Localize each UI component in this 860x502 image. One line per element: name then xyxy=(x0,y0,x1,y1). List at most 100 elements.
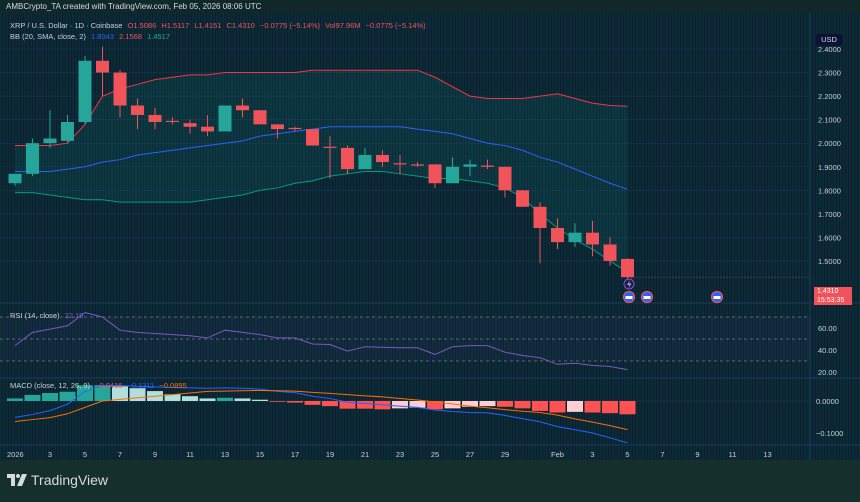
time-tick-label: 3 xyxy=(590,450,594,459)
candle-body xyxy=(218,105,232,132)
bar-countdown: 15:53:35 xyxy=(817,296,845,304)
time-tick-label: 9 xyxy=(153,450,157,459)
time-tick-label: 11 xyxy=(186,450,194,459)
candle-body xyxy=(411,164,424,166)
macd-histogram-bar xyxy=(199,398,216,401)
us-flag-stripes xyxy=(713,296,721,299)
rsi-label[interactable]: RSI (14, close) xyxy=(10,311,60,320)
candle-body xyxy=(603,244,617,261)
macd-histogram-bar xyxy=(619,401,636,415)
price-tick-label: 1.9000 xyxy=(818,163,841,172)
time-tick-label: 13 xyxy=(763,450,771,459)
price-tick-label: 2.0000 xyxy=(818,139,841,148)
candle-body xyxy=(376,154,389,163)
time-tick-label: 25 xyxy=(431,450,439,459)
macd-histogram-bar xyxy=(24,394,41,401)
chart-area[interactable]: 2.4000 2.3000 2.2000 2.1000 2.0000 1.9000 1.80… xyxy=(0,13,860,460)
macd-histogram-bar xyxy=(462,401,478,407)
rsi-legend: RSI (14, close) 22.19 xyxy=(10,311,86,320)
candle-body xyxy=(428,164,442,184)
candle-body xyxy=(183,123,197,127)
time-tick-label: Feb xyxy=(551,450,564,459)
macd-histogram-bar xyxy=(129,388,146,401)
macd-signal-line xyxy=(14,389,628,431)
macd-histogram-bar xyxy=(602,401,618,414)
bb-lower-value: 1.4517 xyxy=(147,32,171,41)
bb-basis-line xyxy=(15,126,628,190)
candle-body xyxy=(26,143,39,174)
candle-body xyxy=(306,129,319,146)
symbol-legend: XRP / U.S. Dollar · 1D · Coinbase O1.508… xyxy=(10,21,429,30)
tradingview-logo[interactable]: TradingView xyxy=(7,472,108,488)
time-tick-label: 5 xyxy=(83,450,87,459)
symbol-title[interactable]: XRP / U.S. Dollar · 1D · Coinbase xyxy=(10,21,123,30)
macd-tick-label: −0.1000 xyxy=(816,429,843,438)
lightning-glyph xyxy=(627,280,632,289)
rsi-tick-label: 40.00 xyxy=(818,346,837,355)
rsi-value: 22.19 xyxy=(64,311,84,320)
bb-legend: BB (20, SMA, close, 2) 1.8043 2.1568 1.4… xyxy=(10,32,173,41)
macd-histogram-bar xyxy=(339,401,356,409)
candle-body xyxy=(446,166,459,184)
time-tick-label: 7 xyxy=(660,450,664,459)
macd-histogram-bar xyxy=(59,391,76,401)
macd-histogram-bar xyxy=(77,385,93,401)
time-tick-label: 2026 xyxy=(7,450,24,459)
bb-basis-value: 1.8043 xyxy=(90,32,114,41)
candle-body xyxy=(8,173,22,184)
candle-body xyxy=(323,146,337,148)
price-tick-label: 2.1000 xyxy=(818,116,841,125)
candle-body xyxy=(516,190,529,207)
last-price-tag: 1.4310 15:53:35 xyxy=(814,287,852,305)
macd-histogram-bar xyxy=(584,401,601,413)
candle-body xyxy=(166,120,179,123)
macd-histogram-bar xyxy=(497,401,513,407)
candle-body xyxy=(288,127,302,130)
macd-histogram-bar xyxy=(532,401,548,411)
chart-canvas[interactable]: 2.4000 2.3000 2.2000 2.1000 2.0000 1.9000 1.80… xyxy=(0,13,860,460)
tradingview-logo-icon xyxy=(7,474,27,486)
macd-histogram-bar xyxy=(322,401,338,407)
volume-change: −0.0775 (−5.14%) xyxy=(365,21,426,30)
macd-histogram-bar xyxy=(234,398,251,401)
candle-body xyxy=(341,147,354,170)
rsi-tick-label: 60.00 xyxy=(818,324,837,333)
time-tick-label: 19 xyxy=(326,450,334,459)
time-tick-label: 27 xyxy=(466,450,474,459)
macd-histogram-bar xyxy=(252,399,268,401)
candle-body xyxy=(78,60,92,123)
time-tick-label: 7 xyxy=(118,450,122,459)
macd-histogram-bar xyxy=(182,396,198,401)
bb-label[interactable]: BB (20, SMA, close, 2) xyxy=(10,32,86,41)
footer: TradingView xyxy=(0,460,860,502)
candle-body xyxy=(586,232,599,245)
macd-tick-label: 0.0000 xyxy=(816,397,839,406)
ohlc-high: H1.5117 xyxy=(161,21,190,30)
time-tick-label: 29 xyxy=(501,450,509,459)
bb-upper-value: 2.1568 xyxy=(119,32,142,41)
rsi-line xyxy=(14,312,628,371)
price-tick-label: 2.4000 xyxy=(818,45,841,54)
price-tick-label: 1.6000 xyxy=(818,233,841,242)
volume-value: Vol97.96M xyxy=(325,21,361,30)
currency-button[interactable]: USD xyxy=(816,34,842,46)
macd-histogram-bar xyxy=(304,401,321,405)
candle-body xyxy=(148,114,162,123)
macd-histogram-bar xyxy=(392,401,408,409)
time-tick-label: 3 xyxy=(48,450,52,459)
us-flag-stripes xyxy=(643,296,651,299)
last-price: 1.4310 xyxy=(817,288,839,295)
chart-caption: AMBCrypto_TA created with TradingView.co… xyxy=(0,0,860,13)
candle-body xyxy=(393,163,407,165)
macd-histogram-bar xyxy=(217,397,233,401)
macd-label[interactable]: MACD (close, 12, 26, 9) xyxy=(10,381,91,390)
macd-histogram-bar xyxy=(567,401,583,412)
macd-value: −0.1311 xyxy=(127,381,155,390)
ohlc-open: O1.5086 xyxy=(127,21,157,30)
time-tick-label: 23 xyxy=(396,450,404,459)
macd-histogram-bar xyxy=(357,401,373,409)
macd-histogram-bar xyxy=(479,401,496,407)
candle-body xyxy=(61,122,74,141)
candle-body xyxy=(113,72,127,106)
rsi-tick-label: 20.00 xyxy=(818,368,837,377)
